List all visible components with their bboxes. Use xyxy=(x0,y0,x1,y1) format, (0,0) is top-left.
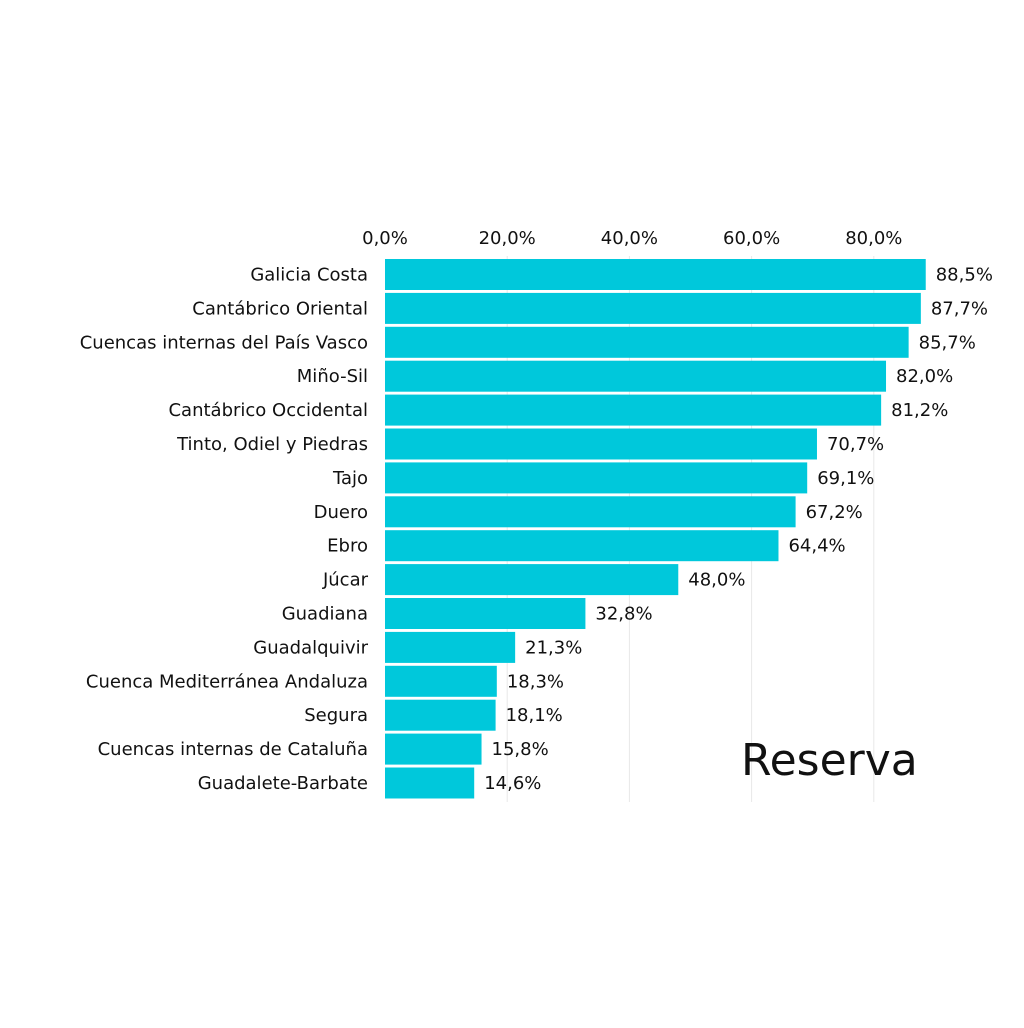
value-label: 82,0% xyxy=(896,366,953,387)
x-tick-label: 60,0% xyxy=(723,228,780,249)
bar xyxy=(385,326,909,358)
value-label: 48,0% xyxy=(688,570,745,591)
x-tick-label: 20,0% xyxy=(479,228,536,249)
category-label: Cuencas internas de Cataluña xyxy=(98,739,368,760)
bar xyxy=(385,699,496,731)
value-label: 21,3% xyxy=(525,637,582,658)
value-label: 69,1% xyxy=(817,468,874,489)
bars xyxy=(385,259,926,799)
category-label: Miño-Sil xyxy=(297,366,368,387)
x-tick-label: 0,0% xyxy=(362,228,408,249)
value-label: 14,6% xyxy=(484,773,541,794)
category-label: Cantábrico Oriental xyxy=(192,298,368,319)
value-label: 18,1% xyxy=(506,705,563,726)
bar xyxy=(385,462,808,494)
x-tick-label: 40,0% xyxy=(601,228,658,249)
value-label: 81,2% xyxy=(891,400,948,421)
bar xyxy=(385,767,475,799)
x-tick-label: 80,0% xyxy=(845,228,902,249)
bar xyxy=(385,259,926,290)
bar xyxy=(385,631,516,663)
category-label: Tinto, Odiel y Piedras xyxy=(176,434,368,455)
category-label: Guadalete-Barbate xyxy=(198,773,368,794)
bar xyxy=(385,292,921,324)
category-label: Segura xyxy=(304,705,368,726)
value-label: 88,5% xyxy=(936,265,993,286)
category-label: Ebro xyxy=(327,536,368,557)
category-labels: Galicia Costa Cantábrico Oriental Cuencas … xyxy=(80,265,369,795)
category-label: Júcar xyxy=(322,570,369,591)
category-label: Cuencas internas del País Vasco xyxy=(80,332,368,353)
bar xyxy=(385,564,679,596)
category-label: Cuenca Mediterránea Andaluza xyxy=(86,671,368,692)
bar xyxy=(385,394,882,426)
category-label: Cantábrico Occidental xyxy=(168,400,368,421)
category-label: Tajo xyxy=(332,468,368,489)
category-label: Guadalquivir xyxy=(253,637,368,658)
value-label: 32,8% xyxy=(595,604,652,625)
bar xyxy=(385,428,817,460)
bar xyxy=(385,530,779,562)
bar xyxy=(385,665,497,697)
chart-title: Reserva xyxy=(741,735,918,786)
bar xyxy=(385,733,482,765)
bar xyxy=(385,360,887,392)
bar xyxy=(385,496,796,528)
value-label: 64,4% xyxy=(788,536,845,557)
value-label: 87,7% xyxy=(931,298,988,319)
x-axis-ticks: 0,0% 20,0% 40,0% 60,0% 80,0% xyxy=(362,228,902,249)
category-label: Guadiana xyxy=(282,604,368,625)
value-label: 18,3% xyxy=(507,671,564,692)
value-label: 85,7% xyxy=(919,332,976,353)
value-label: 70,7% xyxy=(827,434,884,455)
category-label: Duero xyxy=(314,502,368,523)
value-labels: 88,5% 87,7% 85,7% 82,0% 81,2% 70,7% 69,1% 67,2%… xyxy=(484,265,993,795)
category-label: Galicia Costa xyxy=(250,265,368,286)
value-label: 15,8% xyxy=(492,739,549,760)
bar xyxy=(385,598,586,629)
value-label: 67,2% xyxy=(806,502,863,523)
